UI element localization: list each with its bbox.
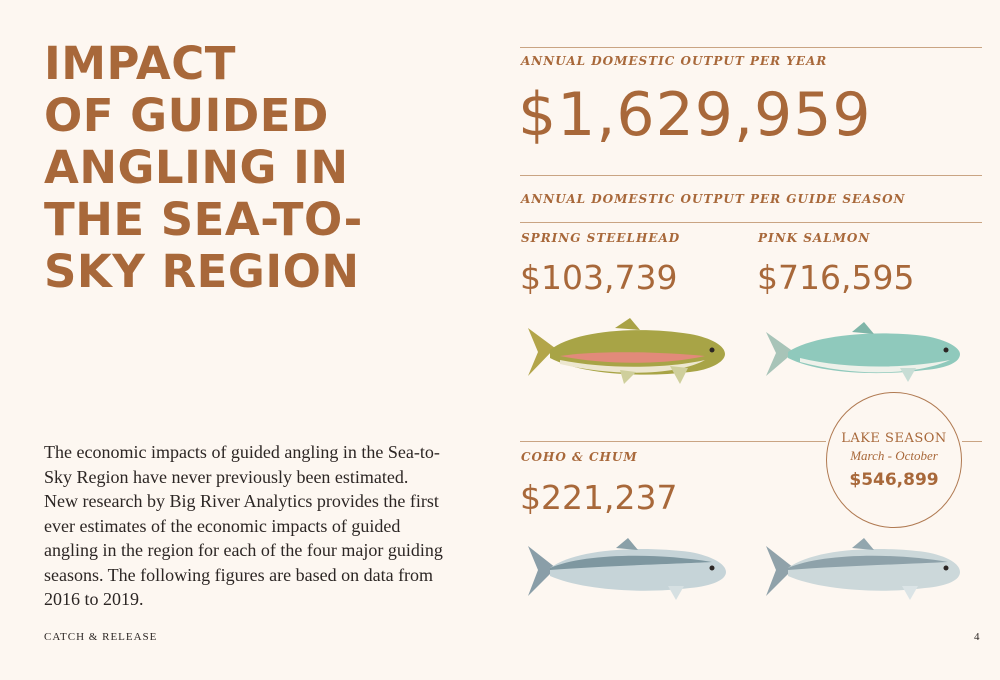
title-line: OF GUIDED: [44, 89, 329, 142]
lake-season-badge: LAKE SEASON March - October $546,899: [826, 392, 962, 528]
divider: [520, 441, 826, 442]
season-value-pink-salmon: $716,595: [757, 258, 915, 297]
divider: [520, 47, 982, 48]
annual-output-label: ANNUAL DOMESTIC OUTPUT PER YEAR: [521, 54, 828, 68]
season-value-coho-chum: $221,237: [520, 478, 678, 517]
title-line: IMPACT: [44, 37, 236, 90]
chum-salmon-illustration-icon: [766, 538, 960, 600]
divider: [520, 222, 982, 223]
title-line: THE SEA-TO-: [44, 193, 363, 246]
season-label-pink-salmon: PINK SALMON: [758, 231, 871, 245]
divider: [520, 175, 982, 176]
season-value-spring-steelhead: $103,739: [520, 258, 678, 297]
coho-salmon-illustration-icon: [528, 538, 726, 600]
title-line: ANGLING IN: [44, 141, 349, 194]
lake-season-value: $546,899: [849, 470, 939, 490]
lake-season-dates: March - October: [850, 448, 938, 463]
annual-output-value: $1,629,959: [518, 80, 872, 150]
publication-name: CATCH & RELEASE: [44, 631, 158, 643]
per-season-label: ANNUAL DOMESTIC OUTPUT PER GUIDE SEASON: [521, 192, 906, 206]
title-line: SKY REGION: [44, 245, 360, 298]
page-number: 4: [974, 631, 980, 643]
divider: [962, 441, 982, 442]
steelhead-trout-illustration-icon: [528, 318, 725, 384]
intro-paragraph: The economic impacts of guided angling i…: [44, 442, 443, 609]
page-title: IMPACT OF GUIDED ANGLING IN THE SEA-TO- …: [44, 38, 464, 298]
lake-season-title: LAKE SEASON: [841, 431, 947, 446]
season-label-spring-steelhead: SPRING STEELHEAD: [521, 231, 681, 245]
season-label-coho-chum: COHO & CHUM: [521, 450, 638, 464]
pink-salmon-illustration-icon: [766, 322, 960, 382]
